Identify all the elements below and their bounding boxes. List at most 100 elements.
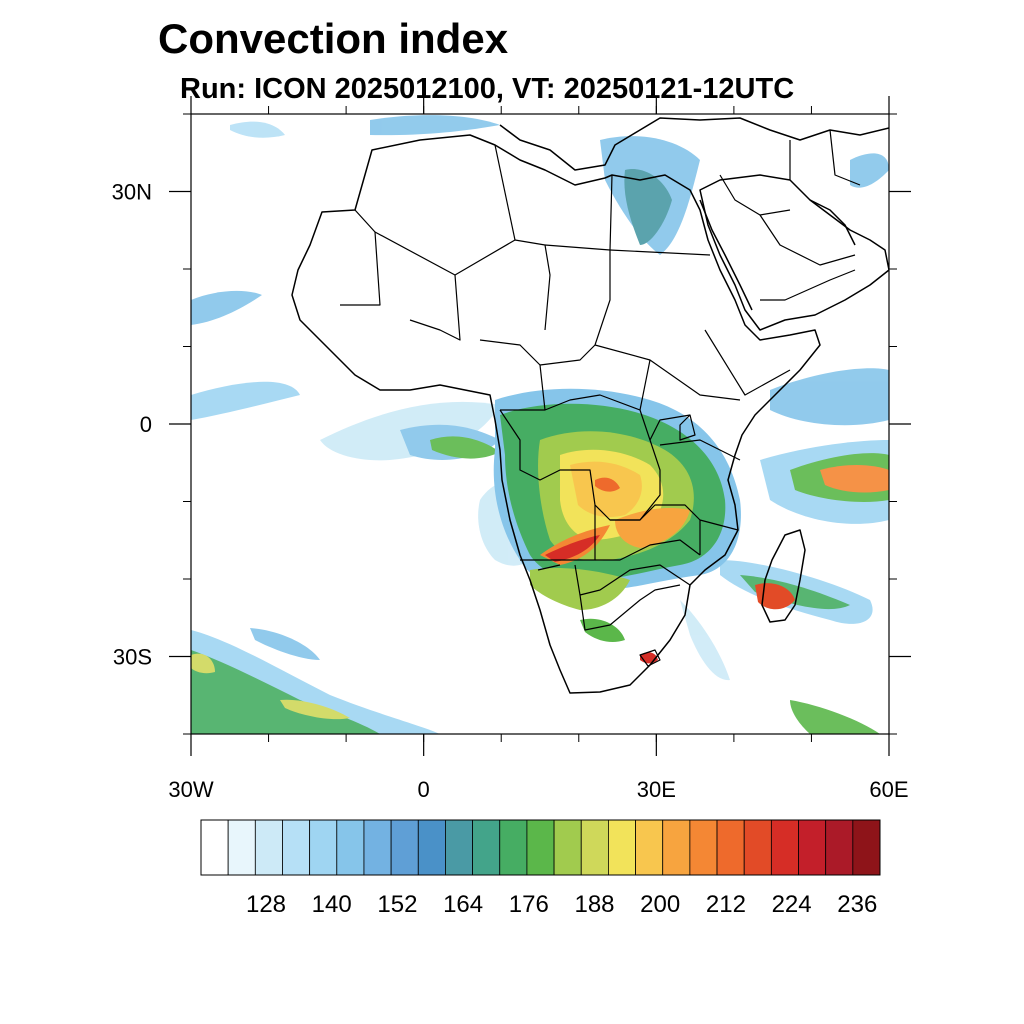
border	[409, 274, 461, 341]
border	[494, 144, 516, 241]
y-tick-label: 0	[140, 412, 152, 437]
colorbar-swatch	[662, 819, 691, 876]
border	[679, 414, 696, 441]
border	[719, 174, 791, 216]
colorbar-frame	[200, 819, 881, 876]
convection-patch	[191, 290, 262, 325]
convection-patch	[595, 477, 620, 492]
border	[539, 364, 546, 411]
border	[537, 564, 561, 571]
border	[595, 539, 701, 561]
colorbar-label: 128	[246, 891, 286, 918]
arabia-outline	[699, 174, 889, 331]
border	[340, 209, 381, 306]
border	[609, 249, 711, 256]
country-borders	[340, 129, 861, 667]
map-axes: 30W 0 30E 60E 30N 0 30S	[112, 96, 911, 802]
colorbar-swatch	[770, 819, 799, 876]
border	[500, 359, 651, 411]
convection-patch	[250, 628, 320, 660]
colorbar-swatch	[417, 819, 446, 876]
convection-central-africa	[493, 388, 795, 664]
colorbar-label: 200	[640, 891, 680, 918]
colorbar-swatch	[553, 819, 582, 876]
colorbar-label: 152	[377, 891, 417, 918]
convection-patch	[615, 508, 690, 548]
persian-gulf-coast	[809, 199, 856, 246]
border	[374, 231, 551, 331]
border	[704, 329, 791, 396]
page-subtitle: Run: ICON 2025012100, VT: 20250121-12UTC	[180, 73, 795, 105]
border	[699, 519, 739, 531]
convection-patch	[790, 700, 880, 734]
colorbar: 128 140 152 164 176 188 200 212 224 236	[200, 819, 881, 918]
convection-patch	[680, 600, 730, 681]
convection-patch	[820, 465, 889, 493]
colorbar-swatch	[499, 819, 528, 876]
convection-patch	[191, 653, 215, 674]
convection-patch	[370, 115, 500, 136]
colorbar-swatch	[254, 819, 283, 876]
convection-patch	[624, 169, 672, 245]
colorbar-swatch	[852, 819, 881, 876]
colorbar-swatch	[282, 819, 311, 876]
convection-low-layer	[191, 115, 889, 734]
border	[639, 649, 661, 667]
colorbar-swatch	[526, 819, 555, 876]
border	[759, 214, 856, 266]
x-tick-label: 30E	[637, 777, 676, 802]
africa-outline	[291, 134, 821, 694]
colorbar-swatch	[200, 819, 229, 876]
colorbar-label: 224	[772, 891, 812, 918]
border	[579, 564, 691, 596]
border	[479, 250, 611, 366]
y-tick-label: 30N	[112, 180, 152, 205]
colorbar-swatch	[309, 819, 338, 876]
x-tick-label: 30W	[168, 777, 213, 802]
colorbar-swatch	[472, 819, 501, 876]
page-title: Convection index	[158, 15, 509, 62]
border	[649, 414, 691, 441]
coastlines	[291, 117, 889, 694]
border	[760, 269, 856, 301]
colorbar-swatch	[363, 819, 392, 876]
colorbar-swatch	[635, 819, 664, 876]
border	[594, 344, 741, 401]
colorbar-label: 236	[837, 891, 877, 918]
colorbar-label: 164	[443, 891, 483, 918]
colorbar-swatch	[798, 819, 827, 876]
border	[659, 439, 741, 461]
colorbar-swatch	[689, 819, 718, 876]
convection-patch	[770, 368, 889, 426]
convection-patch	[580, 618, 625, 643]
convection-patch	[191, 381, 300, 420]
convection-patch	[430, 436, 500, 459]
red-sea-coast	[699, 199, 753, 311]
colorbar-swatch	[390, 819, 419, 876]
colorbar-swatch	[227, 819, 256, 876]
y-tick-label: 30S	[113, 645, 152, 670]
x-tick-label: 0	[418, 777, 430, 802]
colorbar-label: 188	[574, 891, 614, 918]
convection-patch	[530, 568, 630, 610]
convection-patch	[545, 535, 600, 562]
colorbar-swatch	[716, 819, 745, 876]
convection-patch	[850, 153, 889, 188]
colorbar-swatch	[825, 819, 854, 876]
colorbar-swatch	[445, 819, 474, 876]
border	[829, 129, 861, 186]
colorbar-label: 212	[706, 891, 746, 918]
map-content	[191, 115, 889, 734]
colorbar-swatch	[743, 819, 772, 876]
x-tick-label: 60E	[869, 777, 908, 802]
convection-patch	[755, 583, 795, 610]
colorbar-label: 140	[312, 891, 352, 918]
colorbar-swatch	[336, 819, 365, 876]
europe-coast	[499, 117, 889, 171]
madagascar-outline	[761, 529, 806, 623]
border	[610, 504, 701, 555]
convection-patch	[280, 699, 350, 720]
convection-patch	[230, 121, 285, 138]
colorbar-label: 176	[509, 891, 549, 918]
